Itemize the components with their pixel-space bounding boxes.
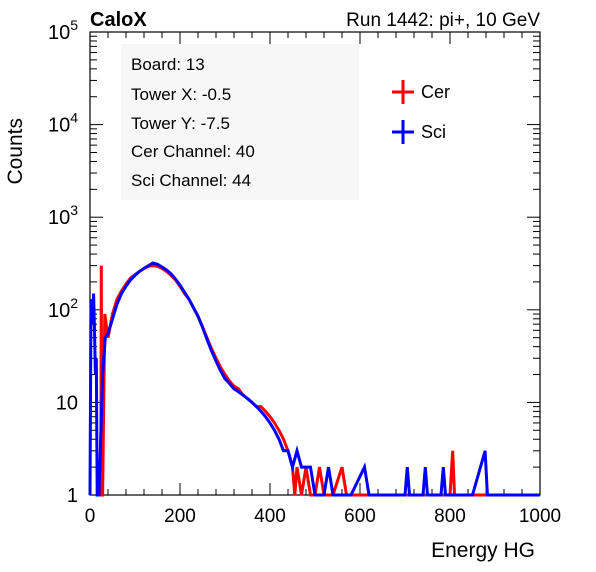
info-tower-x: Tower X: -0.5	[131, 85, 231, 104]
x-tick-label: 600	[344, 506, 376, 527]
legend-cer-marker	[392, 80, 414, 104]
x-tick-label: 400	[254, 506, 286, 527]
x-tick-label: 800	[434, 506, 466, 527]
legend: Cer Sci	[392, 80, 450, 144]
x-tick-label: 1000	[519, 506, 561, 527]
series-layer	[88, 261, 540, 497]
axis-ticks: 0 200 400 600 800 1000 1 10 102 103 104 105	[48, 17, 561, 527]
info-board: Board: 13	[131, 55, 205, 74]
legend-sci-marker	[392, 120, 414, 144]
header-left: CaloX	[90, 9, 147, 31]
x-axis-title: Energy HG	[431, 539, 535, 562]
y-tick-label: 1	[67, 485, 78, 507]
series-sci-line	[88, 261, 540, 497]
x-tick-label: 0	[85, 506, 96, 527]
y-axis-title: Counts	[4, 118, 27, 185]
header-right: Run 1442: pi+, 10 GeV	[346, 10, 540, 31]
x-tick-label: 200	[164, 506, 196, 527]
info-cer-channel: Cer Channel: 40	[131, 142, 255, 161]
y-tick-label: 103	[48, 202, 78, 229]
info-sci-channel: Sci Channel: 44	[131, 171, 251, 190]
y-tick-label: 104	[48, 110, 78, 137]
y-tick-label: 105	[48, 17, 78, 44]
series-cer-line	[99, 264, 540, 497]
y-tick-label: 10	[56, 392, 78, 414]
y-tick-label: 102	[48, 295, 78, 322]
info-box	[121, 44, 359, 200]
info-tower-y: Tower Y: -7.5	[131, 114, 230, 133]
legend-cer-label: Cer	[421, 82, 450, 102]
legend-sci-label: Sci	[421, 122, 446, 142]
